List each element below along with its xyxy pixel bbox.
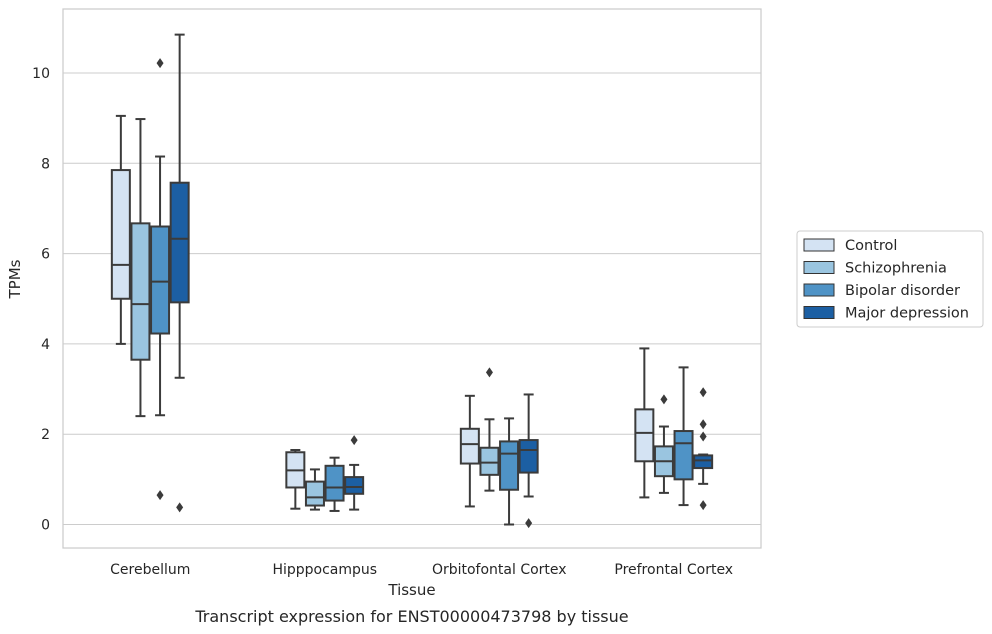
legend-items: Control Schizophrenia Bipolar disorder Majo…	[803, 238, 969, 322]
x-tick-label: Cerebellum	[110, 562, 190, 578]
x-tick-label: Prefrontal Cortex	[614, 562, 733, 578]
legend-label: Schizophrenia	[845, 261, 947, 277]
y-tick-label: 0	[41, 518, 50, 534]
box-group	[110, 114, 131, 345]
y-tick-label: 10	[32, 66, 50, 82]
box-group	[479, 367, 500, 492]
box	[693, 454, 714, 470]
outlier-point	[156, 58, 164, 69]
box	[130, 222, 151, 361]
box	[518, 439, 539, 474]
box	[499, 440, 520, 491]
box	[324, 464, 345, 502]
box-group	[518, 393, 539, 529]
outlier-point	[660, 394, 668, 405]
y-tick-label: 4	[41, 337, 50, 353]
outlier-point	[485, 367, 493, 378]
plot-frame	[62, 8, 762, 549]
box-group	[285, 449, 306, 510]
box-group	[653, 394, 674, 494]
box	[479, 446, 500, 476]
legend-label: Bipolar disorder	[845, 283, 960, 299]
box-group	[130, 118, 151, 418]
box-group	[499, 417, 520, 526]
legend-label: Control	[845, 238, 897, 254]
y-tick-label: 8	[41, 156, 50, 172]
outlier-point	[156, 490, 164, 501]
box-group	[304, 468, 325, 511]
outlier-point	[699, 387, 707, 398]
box	[673, 430, 694, 481]
box	[150, 225, 171, 335]
box	[459, 427, 480, 465]
x-axis-label: Tissue	[387, 581, 435, 599]
chart-caption: Transcript expression for ENST0000047379…	[194, 607, 628, 626]
box-group	[150, 58, 171, 501]
box	[344, 476, 365, 495]
legend-swatch	[803, 283, 835, 297]
legend-swatch	[803, 306, 835, 319]
outlier-point	[699, 500, 707, 511]
outlier-point	[525, 518, 533, 529]
outlier-point	[176, 502, 184, 513]
legend: Control Schizophrenia Bipolar disorder Majo…	[796, 230, 984, 328]
box-group	[634, 347, 655, 499]
outlier-point	[350, 435, 358, 446]
box-group	[693, 387, 714, 511]
outlier-point	[699, 419, 707, 430]
box-group	[344, 435, 365, 511]
outlier-point	[699, 431, 707, 442]
box-group	[169, 33, 190, 513]
boxes	[110, 33, 714, 529]
box	[169, 181, 190, 304]
y-tick-label: 6	[41, 247, 50, 263]
y-axis-label: TPMs	[6, 259, 24, 299]
legend-swatch	[803, 238, 835, 252]
x-axis-ticks: Cerebellum Hipppocampus Orbitofontal Corte…	[110, 562, 733, 578]
box	[110, 169, 131, 300]
x-tick-label: Orbitofontal Cortex	[432, 562, 567, 578]
legend-label: Major depression	[845, 306, 969, 322]
y-axis-ticks: 0 2 4 6 8 10	[32, 66, 50, 534]
box-group	[673, 366, 694, 507]
legend-swatch	[803, 261, 835, 274]
box	[634, 408, 655, 463]
legend-frame	[796, 230, 984, 328]
box-group	[459, 394, 480, 508]
x-tick-label: Hipppocampus	[272, 562, 377, 578]
y-tick-label: 2	[41, 427, 50, 443]
box	[304, 480, 325, 507]
box-group	[324, 456, 345, 512]
